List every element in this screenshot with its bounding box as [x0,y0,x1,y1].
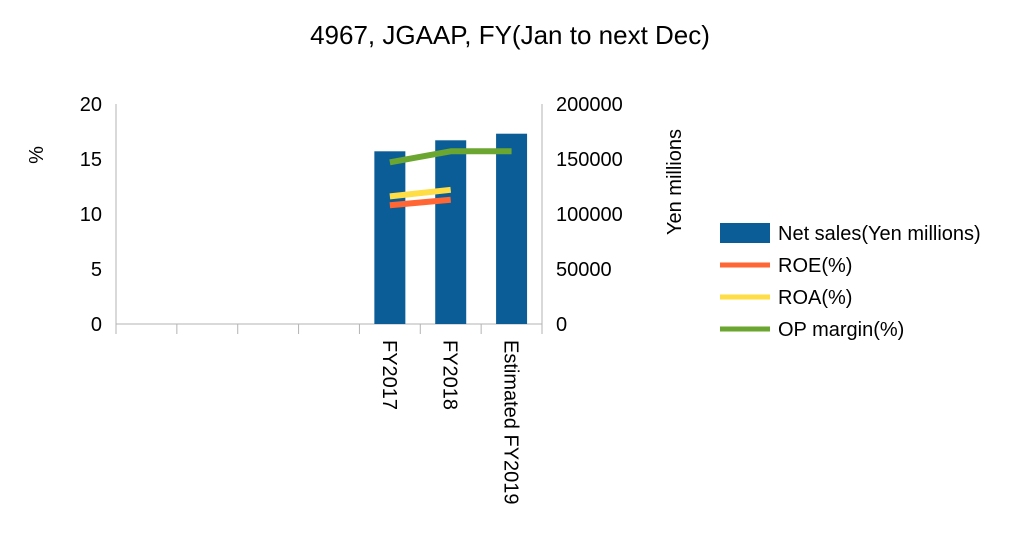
y-right-tick-label: 50000 [556,259,612,281]
chart-title: 4967, JGAAP, FY(Jan to next Dec) [310,20,710,50]
y-right-tick-label: 150000 [556,149,623,171]
y-left-tick-label: 5 [91,259,102,281]
legend-swatch [720,223,770,243]
legend-label: Net sales(Yen millions) [778,223,981,245]
legend-label: OP margin(%) [778,319,904,341]
y-right-tick-label: 0 [556,314,567,336]
legend-label: ROE(%) [778,255,852,277]
series-line-roa- [389,186,452,200]
y-right-tick-label: 200000 [556,94,623,116]
x-category-label: Estimated FY2019 [500,340,522,505]
x-category-label: FY2017 [378,340,400,410]
y-right-axis-title: Yen millions [664,129,686,235]
y-left-tick-label: 15 [80,149,102,171]
series-line-roe- [389,196,451,209]
bar-net-sales [496,133,528,324]
bar-net-sales [374,151,406,324]
y-right-tick-label: 100000 [556,204,623,226]
bar-net-sales [435,140,467,324]
y-left-tick-label: 0 [91,314,102,336]
x-category-label: FY2018 [439,340,461,410]
y-left-axis-title: % [26,146,48,164]
series-line-op-margin- [389,148,512,166]
y-left-tick-label: 20 [80,94,102,116]
legend-label: ROA(%) [778,287,852,309]
y-left-tick-label: 10 [80,204,102,226]
legend: Net sales(Yen millions) ROE(%) ROA(%) OP ma… [720,223,981,341]
plot-area: 0 5 10 15 20 0 50000 100000 150000 200000% Yen mil… [26,94,686,505]
